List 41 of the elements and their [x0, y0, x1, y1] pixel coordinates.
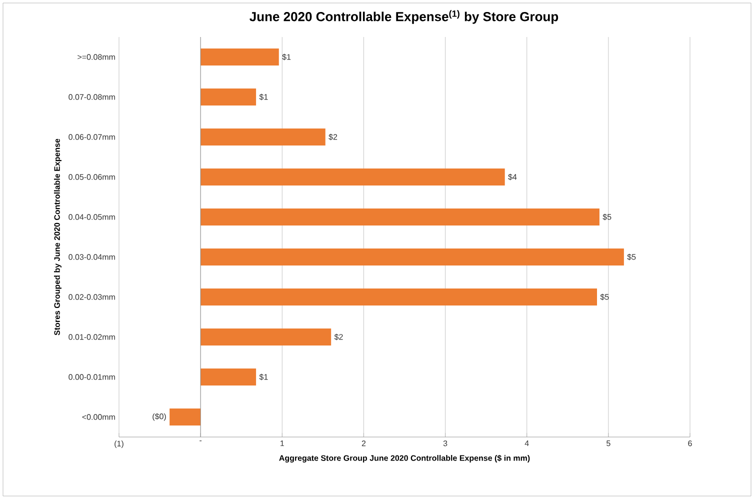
data-label: $2	[328, 134, 338, 140]
y-tick-label: <0.00mm	[82, 414, 115, 420]
bar	[200, 368, 256, 386]
data-label: $1	[259, 374, 268, 380]
data-label: $1	[282, 54, 291, 60]
bar	[200, 88, 256, 106]
bar	[200, 48, 279, 66]
x-tick-label: -	[200, 440, 202, 442]
y-axis-title: Stores Grouped by June 2020 Controllable Expense	[54, 138, 62, 336]
data-label: $2	[334, 334, 343, 340]
x-tick-label: 4	[524, 440, 529, 446]
data-label: ($0)	[152, 413, 166, 421]
x-tick-label: 2	[362, 440, 366, 446]
bar	[200, 208, 600, 226]
y-tick-label: 0.02-0.03mm	[68, 294, 115, 300]
y-tick-label: 0.07-0.08mm	[68, 94, 115, 100]
bar	[200, 288, 598, 306]
x-tick-label: 5	[606, 440, 610, 446]
y-tick-label: 0.01-0.02mm	[68, 334, 115, 340]
data-label: $1	[259, 94, 268, 100]
x-tick-label: (1)	[114, 440, 124, 448]
chart-title: June 2020 Controllable Expense$^{(1)}$ by Store Group	[250, 10, 558, 24]
x-axis-title: Aggregate Store Group June 2020 Controllable Expense ($ in mm)	[279, 454, 530, 462]
x-tick-label: 3	[443, 440, 448, 446]
x-tick-label: 6	[688, 440, 692, 446]
y-tick-label: >=0.08mm	[78, 54, 115, 60]
y-tick-label: 0.05-0.06mm	[68, 174, 115, 180]
bar	[200, 248, 624, 266]
y-tick-label: 0.00-0.01mm	[68, 374, 115, 380]
y-tick-label: 0.06-0.07mm	[68, 134, 115, 140]
data-label: $5	[627, 254, 636, 260]
data-label: $5	[600, 294, 609, 300]
bar	[200, 168, 505, 186]
y-tick-label: 0.03-0.04mm	[68, 254, 115, 260]
bar	[200, 328, 332, 346]
data-label: $5	[602, 214, 612, 220]
x-tick-label: 1	[280, 440, 284, 446]
y-tick-label: 0.04-0.05mm	[68, 214, 115, 220]
data-label: $4	[508, 174, 517, 180]
bar	[170, 408, 201, 426]
bar	[200, 128, 326, 146]
